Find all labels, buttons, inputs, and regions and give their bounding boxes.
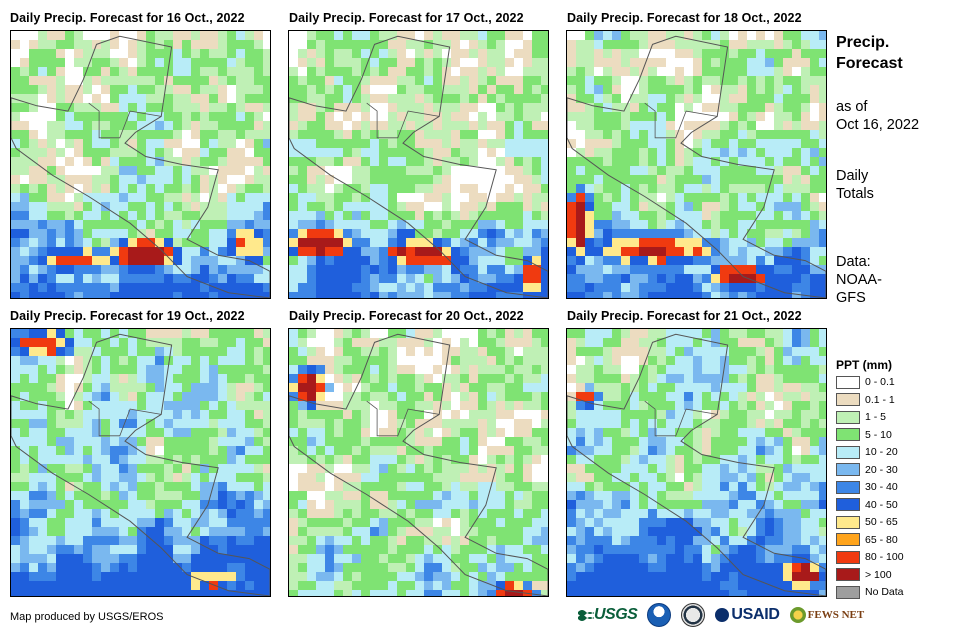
- sidebar-asof-line1: as of: [836, 99, 868, 115]
- precip-raster: [567, 31, 826, 298]
- usaid-logo-text: USAID: [731, 606, 780, 623]
- sidebar-title-line2: Forecast: [836, 55, 903, 72]
- sidebar-data-line2: NOAA-: [836, 272, 882, 288]
- sidebar-as-of: as of Oct 16, 2022: [836, 98, 919, 134]
- legend-label: 5 - 10: [865, 428, 892, 441]
- sidebar-data-source: Data: NOAA- GFS: [836, 253, 882, 307]
- legend-item: 10 - 20: [836, 445, 898, 459]
- legend-item: 65 - 80: [836, 533, 898, 547]
- legend-item: 0 - 0.1: [836, 375, 895, 389]
- legend-label: 50 - 65: [865, 516, 898, 528]
- sidebar-title-line1: Precip.: [836, 34, 890, 51]
- border-outline: [644, 102, 718, 139]
- legend-item: 80 - 100: [836, 550, 904, 564]
- coastline-outline: [567, 333, 826, 596]
- legend-item: 40 - 50: [836, 498, 898, 512]
- map-20-oct: [288, 328, 549, 597]
- coastline-outline: [567, 35, 826, 298]
- legend-label: 0.1 - 1: [865, 393, 895, 406]
- legend-item: 1 - 5: [836, 410, 886, 424]
- legend-item: 5 - 10: [836, 428, 892, 442]
- legend-item: 20 - 30: [836, 463, 898, 477]
- sidebar-title: Precip. Forecast: [836, 32, 903, 74]
- coastline-outline: [289, 333, 548, 596]
- border-outline: [644, 400, 718, 437]
- legend-label: No Data: [865, 586, 904, 598]
- legend-swatch: [836, 533, 860, 546]
- precip-raster: [11, 31, 270, 298]
- legend-swatch: [836, 515, 860, 529]
- sidebar-totals-line2: Totals: [836, 186, 874, 202]
- map-19-oct: [10, 328, 271, 597]
- usgs-logo-text: USGS: [594, 606, 638, 623]
- legend-label: 10 - 20: [865, 446, 898, 458]
- logo-strip: USGS USAID FEWS NET: [578, 602, 874, 628]
- legend-swatch: [836, 393, 860, 406]
- legend-item: 0.1 - 1: [836, 393, 895, 407]
- sidebar-totals-line1: Daily: [836, 168, 869, 184]
- coastline-outline: [289, 35, 548, 298]
- legend-swatch: [836, 463, 860, 476]
- legend-label: 30 - 40: [865, 481, 898, 493]
- border-outline: [366, 400, 440, 437]
- legend-swatch: [836, 498, 860, 511]
- legend-label: 65 - 80: [865, 533, 898, 546]
- panel-title-16-oct: Daily Precip. Forecast for 16 Oct., 2022: [10, 11, 245, 25]
- fews-net-logo-text: FEWS NET: [807, 609, 865, 621]
- legend-item: 30 - 40: [836, 480, 898, 494]
- panel-title-19-oct: Daily Precip. Forecast for 19 Oct., 2022: [10, 309, 245, 323]
- legend-swatch: [836, 585, 860, 599]
- precip-raster: [11, 329, 270, 596]
- legend-item: No Data: [836, 585, 904, 599]
- map-17-oct: [288, 30, 549, 299]
- precip-raster: [567, 329, 826, 596]
- fews-net-logo-icon: FEWS NET: [789, 607, 865, 623]
- panel-title-20-oct: Daily Precip. Forecast for 20 Oct., 2022: [289, 309, 524, 323]
- legend-item: 50 - 65: [836, 515, 898, 529]
- map-credit: Map produced by USGS/EROS: [10, 611, 164, 623]
- border-outline: [366, 102, 440, 139]
- usaid-logo-icon: USAID: [715, 606, 780, 624]
- coastline-outline: [11, 35, 270, 298]
- legend-swatch: [836, 568, 860, 581]
- usgs-logo-icon: USGS: [578, 606, 638, 624]
- legend-label: 20 - 30: [865, 463, 898, 476]
- legend-title: PPT (mm): [836, 358, 893, 372]
- legend-swatch: [836, 550, 860, 564]
- legend-label: 80 - 100: [865, 551, 904, 563]
- sidebar-data-line1: Data:: [836, 254, 871, 270]
- legend-swatch: [836, 445, 860, 459]
- legend-label: 1 - 5: [865, 411, 887, 423]
- legend-label: > 100: [865, 568, 892, 581]
- map-18-oct: [566, 30, 827, 299]
- map-21-oct: [566, 328, 827, 597]
- legend-swatch: [836, 428, 860, 441]
- legend-swatch: [836, 410, 860, 424]
- panel-title-21-oct: Daily Precip. Forecast for 21 Oct., 2022: [567, 309, 802, 323]
- precip-raster: [289, 31, 548, 298]
- sidebar-data-line3: GFS: [836, 290, 866, 306]
- legend-item: > 100: [836, 568, 892, 582]
- border-outline: [88, 400, 162, 437]
- precip-raster: [289, 329, 548, 596]
- legend-label: 40 - 50: [865, 498, 898, 511]
- border-outline: [88, 102, 162, 139]
- noaa-logo-icon: [647, 603, 672, 627]
- panel-title-18-oct: Daily Precip. Forecast for 18 Oct., 2022: [567, 11, 802, 25]
- interior-seal-icon: [681, 603, 706, 627]
- sidebar-asof-line2: Oct 16, 2022: [836, 117, 920, 133]
- legend-swatch: [836, 480, 860, 494]
- sidebar-totals: Daily Totals: [836, 167, 874, 203]
- map-16-oct: [10, 30, 271, 299]
- legend-swatch: [836, 375, 860, 389]
- usgs-wave-icon: [578, 610, 594, 621]
- legend-label: 0 - 0.1: [865, 376, 895, 388]
- panel-title-17-oct: Daily Precip. Forecast for 17 Oct., 2022: [289, 11, 524, 25]
- coastline-outline: [11, 333, 270, 596]
